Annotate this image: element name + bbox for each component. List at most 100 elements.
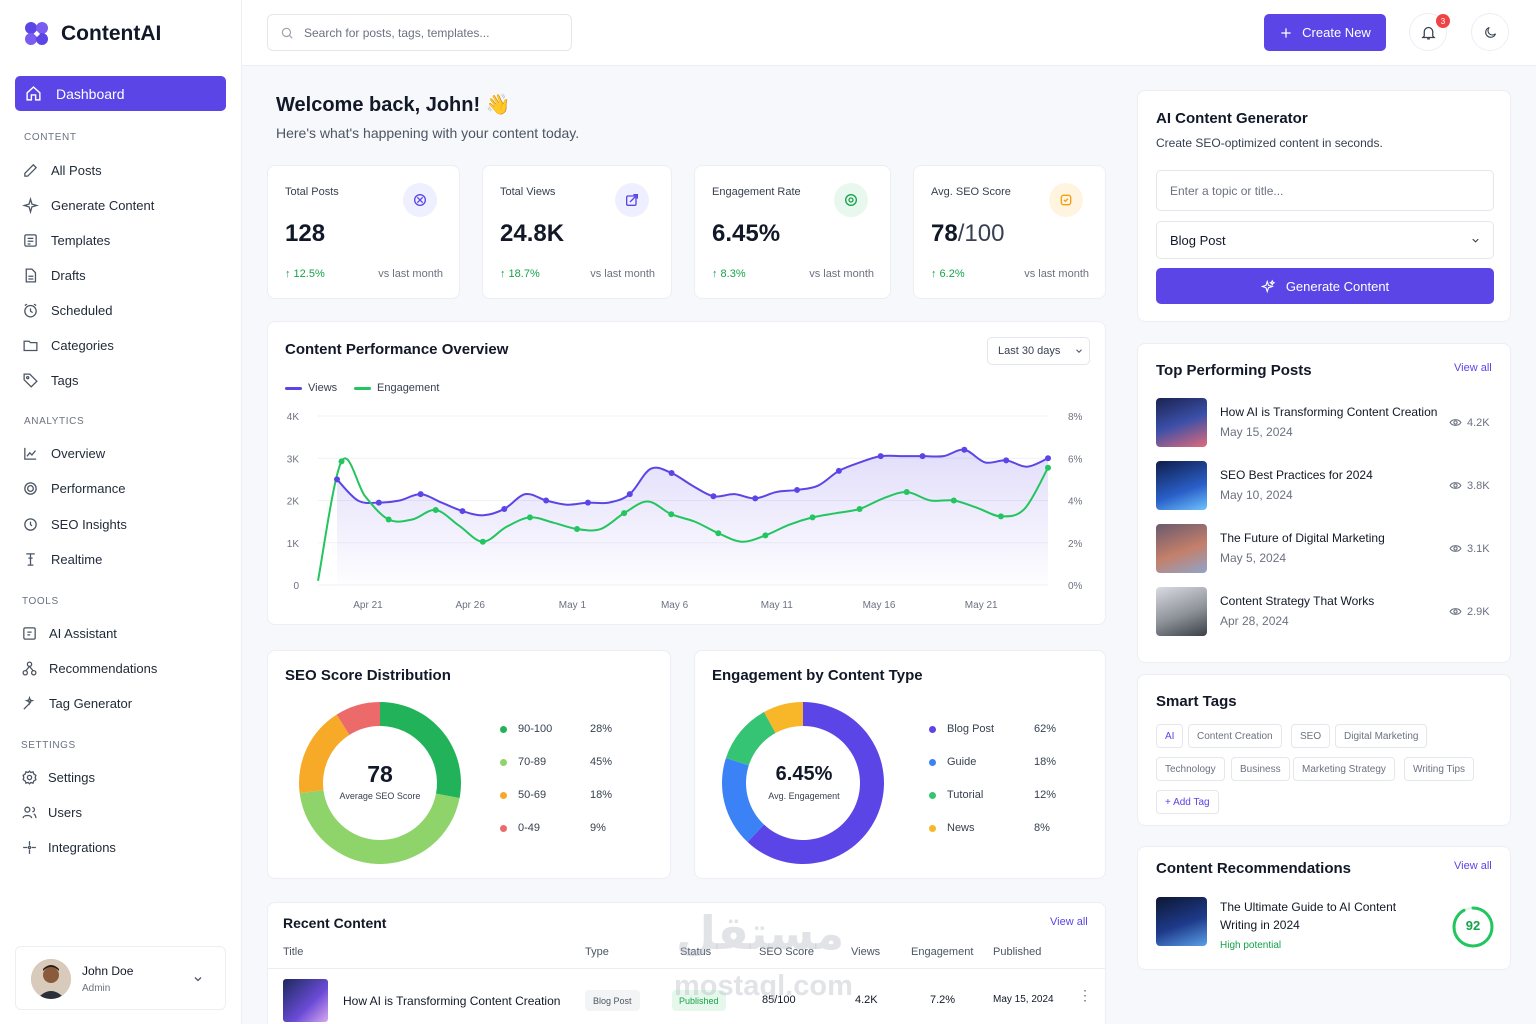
nav-dashboard[interactable]: Dashboard <box>15 76 226 111</box>
donut-slice <box>299 790 460 864</box>
engagement-point <box>385 516 392 523</box>
tag-chip[interactable]: Writing Tips <box>1404 757 1475 781</box>
nav-tag-generator[interactable]: Tag Generator <box>21 693 132 713</box>
avatar <box>31 959 71 999</box>
create-new-button[interactable]: Create New <box>1264 14 1386 51</box>
watermark-arabic: مستقل <box>676 906 845 960</box>
nav-overview[interactable]: Overview <box>22 443 105 463</box>
top-posts-view-all[interactable]: View all <box>1454 362 1492 374</box>
nav-generate-content[interactable]: Generate Content <box>22 195 154 215</box>
stat-value: 24.8K <box>500 220 565 247</box>
gear-icon <box>22 769 37 785</box>
stat-vs: vs last month <box>590 268 655 280</box>
legend-value: 28% <box>590 723 613 735</box>
stat-vs: vs last month <box>1024 268 1089 280</box>
nav-ai-assistant[interactable]: AI Assistant <box>21 623 117 643</box>
nav-tags[interactable]: Tags <box>22 370 78 390</box>
col-seo[interactable]: SEO Score <box>759 946 815 958</box>
nav-templates[interactable]: Templates <box>22 230 110 250</box>
nav-label: Settings <box>48 769 95 785</box>
tag-icon <box>23 372 38 388</box>
stat-change: ↑ 18.7% <box>500 268 540 280</box>
views-point <box>375 499 382 506</box>
user-menu[interactable]: John Doe Admin <box>15 946 226 1010</box>
nav-seo-insights[interactable]: SEO Insights <box>22 514 127 534</box>
theme-toggle-button[interactable] <box>1471 13 1509 51</box>
col-type[interactable]: Type <box>585 946 609 958</box>
tag-chip[interactable]: Digital Marketing <box>1335 724 1428 748</box>
folder-icon <box>23 340 38 351</box>
tag-chip[interactable]: AI <box>1156 724 1184 748</box>
nav-categories[interactable]: Categories <box>22 335 114 355</box>
topic-input[interactable]: Enter a topic or title... <box>1156 170 1494 211</box>
nav-performance[interactable]: Performance <box>22 478 125 498</box>
recent-view-all-link[interactable]: View all <box>1050 916 1088 928</box>
row-more-icon[interactable]: ⋮ <box>1078 987 1092 1003</box>
app-name: ContentAI <box>61 22 162 45</box>
eye-icon <box>1449 419 1462 426</box>
post-title[interactable]: SEO Best Practices for 2024 <box>1220 468 1373 482</box>
views-point <box>417 491 424 498</box>
col-status[interactable]: Status <box>680 946 712 958</box>
seo-donut-chart <box>299 702 461 864</box>
row-seo: 85/100 <box>762 994 796 1006</box>
legend-label: 50-69 <box>518 789 547 801</box>
nav-realtime[interactable]: Realtime <box>22 549 102 569</box>
search-input[interactable] <box>304 25 544 40</box>
row-title[interactable]: How AI is Transforming Content Creation <box>343 994 561 1008</box>
nav-scheduled[interactable]: Scheduled <box>22 300 112 320</box>
recommendation-title-line2[interactable]: Writing in 2024 <box>1220 918 1300 932</box>
engagement-point <box>762 532 769 539</box>
smart-tags-title: Smart Tags <box>1156 693 1237 710</box>
engagement-type-card: Engagement by Content Type 6.45% Avg. En… <box>694 650 1106 879</box>
recommendation-title-line1[interactable]: The Ultimate Guide to AI Content <box>1220 900 1397 914</box>
row-thumbnail <box>283 979 328 1022</box>
stat-card-total-views[interactable]: Total Views 24.8K ↑ 18.7% vs last month <box>482 165 672 299</box>
stat-card-total-posts[interactable]: Total Posts 128 ↑ 12.5% vs last month <box>267 165 460 299</box>
col-title[interactable]: Title <box>283 946 304 958</box>
y-tick-right: 6% <box>1068 454 1083 465</box>
tag-chip[interactable]: Technology <box>1156 757 1225 781</box>
stat-value: 128 <box>285 220 326 247</box>
tag-chip[interactable]: Content Creation <box>1188 724 1282 748</box>
chevron-down-icon <box>194 977 202 982</box>
notifications-button[interactable] <box>1409 13 1447 51</box>
app-logo[interactable]: ContentAI <box>22 20 161 48</box>
nav-drafts[interactable]: Drafts <box>22 265 86 285</box>
views-line <box>336 448 1049 517</box>
nav-all-posts[interactable]: All Posts <box>22 160 102 180</box>
views-point <box>501 505 508 512</box>
table-divider <box>268 968 1105 969</box>
search-box[interactable] <box>267 14 572 51</box>
recommendations-title: Content Recommendations <box>1156 860 1352 877</box>
generate-content-button[interactable]: Generate Content <box>1156 268 1494 304</box>
post-title[interactable]: Content Strategy That Works <box>1220 594 1375 608</box>
legend-item: Blog Post 62% <box>929 723 1064 735</box>
add-tag-button[interactable]: + Add Tag <box>1156 790 1219 814</box>
post-title[interactable]: How AI is Transforming Content Creation <box>1220 405 1438 419</box>
x-tick: May 1 <box>559 600 587 611</box>
tag-chip[interactable]: Marketing Strategy <box>1293 757 1395 781</box>
users-icon <box>22 806 37 818</box>
nav-label: Performance <box>51 480 126 496</box>
nav-integrations[interactable]: Integrations <box>21 837 116 857</box>
col-engagement[interactable]: Engagement <box>911 946 974 958</box>
content-type-select[interactable]: Blog Post <box>1156 221 1494 259</box>
nav-users[interactable]: Users <box>21 802 82 822</box>
ai-generator-card: AI Content Generator Create SEO-optimize… <box>1137 90 1511 322</box>
views-area <box>337 449 1048 585</box>
tag-chip[interactable]: Business <box>1231 757 1290 781</box>
nav-settings[interactable]: Settings <box>21 767 95 787</box>
stat-card-engagement-rate[interactable]: Engagement Rate 6.45% ↑ 8.3% vs last mon… <box>694 165 891 299</box>
col-published[interactable]: Published <box>993 946 1042 958</box>
engagement-point <box>479 538 486 545</box>
tag-chip[interactable]: SEO <box>1291 724 1331 748</box>
range-select[interactable]: Last 30 days <box>987 337 1090 365</box>
stat-card-seo-score[interactable]: Avg. SEO Score 78/100 ↑ 6.2% vs last mon… <box>913 165 1106 299</box>
post-title[interactable]: The Future of Digital Marketing <box>1220 531 1385 545</box>
engagement-point <box>903 489 910 496</box>
generator-subtitle: Create SEO-optimized content in seconds. <box>1156 136 1383 150</box>
recommendations-view-all[interactable]: View all <box>1454 860 1492 872</box>
col-views[interactable]: Views <box>851 946 881 958</box>
nav-recommendations[interactable]: Recommendations <box>21 658 157 678</box>
